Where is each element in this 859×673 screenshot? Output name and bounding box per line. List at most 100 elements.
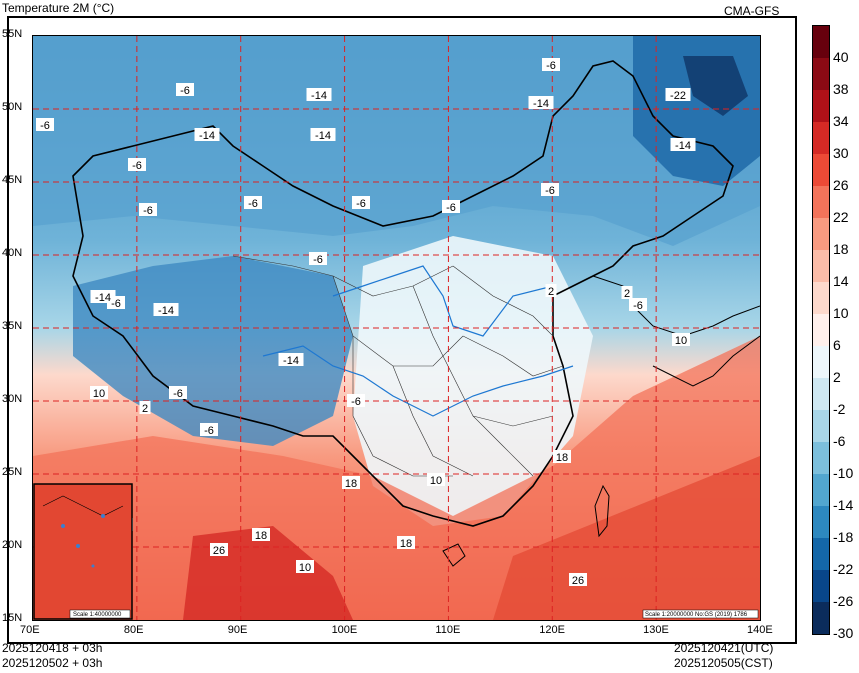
contour-label: -14 — [310, 128, 336, 142]
colorbar — [812, 25, 830, 635]
contour-label: 18 — [397, 536, 415, 550]
contour-label-text: 18 — [400, 538, 412, 550]
contour-label-text: -14 — [158, 305, 174, 317]
colorbar-label: 2 — [833, 369, 841, 385]
colorbar-segment — [813, 250, 829, 282]
outer-frame — [7, 16, 797, 644]
contour-label: 10 — [90, 386, 108, 400]
contour-label: 18 — [342, 476, 360, 490]
cold-region-plateau — [73, 256, 353, 446]
contour-label: -6 — [176, 83, 194, 97]
contour-label-text: 10 — [299, 562, 311, 574]
contour-label: -6 — [128, 158, 146, 172]
contour-label-text: 2 — [142, 403, 148, 415]
colorbar-label: 38 — [833, 81, 849, 97]
contour-label-text: -14 — [199, 130, 215, 142]
contour-label: -22 — [665, 88, 691, 102]
lon-label: 120E — [539, 624, 565, 636]
contour-label-text: -14 — [283, 355, 299, 367]
contour-label-text: 26 — [572, 575, 584, 587]
chart-title: Temperature 2M (°C) — [2, 1, 115, 15]
contour-label: -6 — [541, 183, 559, 197]
colorbar-segment — [813, 58, 829, 90]
yangtze-river — [262, 345, 574, 417]
colorbar-segment — [813, 410, 829, 442]
mild-region-east — [353, 236, 593, 526]
contour-label: -6 — [629, 298, 647, 312]
contour-label: -14 — [90, 290, 116, 304]
init-time-local: 2025120502 + 03h — [2, 656, 103, 670]
contour-label: -6 — [169, 386, 187, 400]
colorbar-segment — [813, 474, 829, 506]
contour-label: 2 — [139, 401, 151, 415]
contour-label-text: 10 — [93, 388, 105, 400]
contour-label: -6 — [352, 196, 370, 210]
colorbar-segment — [813, 538, 829, 570]
gridlines — [33, 36, 760, 620]
hainan-outline — [442, 543, 466, 567]
contour-label-text: -6 — [446, 202, 456, 214]
lon-label: 130E — [643, 624, 669, 636]
contour-label-text: 2 — [624, 288, 630, 300]
contour-label: 26 — [210, 543, 228, 557]
colorbar-segment — [813, 442, 829, 474]
lat-label: 45N — [2, 174, 23, 186]
init-time: 2025120418 + 03h — [2, 641, 103, 655]
colorbar-label: 6 — [833, 337, 841, 353]
province-borders — [232, 255, 564, 477]
coldest-core — [683, 56, 748, 116]
colorbar-label: 18 — [833, 241, 849, 257]
contour-label: 10 — [427, 473, 445, 487]
contour-label: -6 — [442, 200, 460, 214]
colorbar-segment — [813, 186, 829, 218]
contour-label: -6 — [309, 252, 327, 266]
colorbar-label: 30 — [833, 145, 849, 161]
contour-label: -14 — [153, 303, 179, 317]
colorbar-label: -30 — [833, 625, 854, 641]
contour-label: -6 — [200, 423, 218, 437]
colorbar-label: -22 — [833, 561, 854, 577]
contour-label-text: 18 — [255, 530, 267, 542]
colorbar-label: 34 — [833, 113, 849, 129]
contour-label: -14 — [528, 96, 554, 110]
contour-label: -6 — [244, 196, 262, 210]
colorbar-segment — [813, 602, 829, 634]
inset-map: Scale 1:40000000 — [33, 483, 133, 620]
contour-label-text: -14 — [95, 292, 111, 304]
colorbar-segment — [813, 90, 829, 122]
contour-label-text: -6 — [180, 85, 190, 97]
contour-label: -6 — [347, 394, 365, 408]
lat-label: 40N — [2, 247, 23, 259]
colorbar-label: -6 — [833, 433, 846, 449]
contour-label-text: 18 — [345, 478, 357, 490]
contour-label: -6 — [36, 118, 54, 132]
colorbar-label: -2 — [833, 401, 846, 417]
colorbar-segment — [813, 314, 829, 346]
contour-label-text: -6 — [351, 396, 361, 408]
main-scale-text: Scale 1:20000000 No:GS (2019) 1786 — [645, 612, 748, 618]
contour-label-text: -14 — [675, 140, 691, 152]
map-panel: -6 -6 -14 -14 -14 -22 -14 -14 -6 -6 -6 -6 -6 -6 -6 -6 -6… — [32, 35, 761, 621]
contour-label: 18 — [553, 450, 571, 464]
contour-label-text: -6 — [313, 254, 323, 266]
colorbar-segment — [813, 570, 829, 602]
colorbar-label: -18 — [833, 529, 854, 545]
contour-label: -14 — [306, 88, 332, 102]
lat-label: 15N — [2, 612, 23, 624]
contour-label-text: -6 — [356, 198, 366, 210]
contour-label-text: -14 — [311, 90, 327, 102]
lat-label: 55N — [2, 28, 23, 40]
contour-label: 18 — [252, 528, 270, 542]
lon-label: 90E — [227, 624, 248, 636]
colorbar-segment — [813, 378, 829, 410]
contour-label-text: 18 — [556, 452, 568, 464]
contour-label: 10 — [672, 333, 690, 347]
contour-label: 2 — [545, 284, 557, 298]
colorbar-label: 14 — [833, 273, 849, 289]
colorbar-label: 22 — [833, 209, 849, 225]
lon-label: 110E — [435, 624, 461, 636]
contour-label-text: -14 — [315, 130, 331, 142]
colorbar-label: 26 — [833, 177, 849, 193]
lat-label: 25N — [2, 466, 23, 478]
taiwan-outline — [594, 484, 610, 538]
